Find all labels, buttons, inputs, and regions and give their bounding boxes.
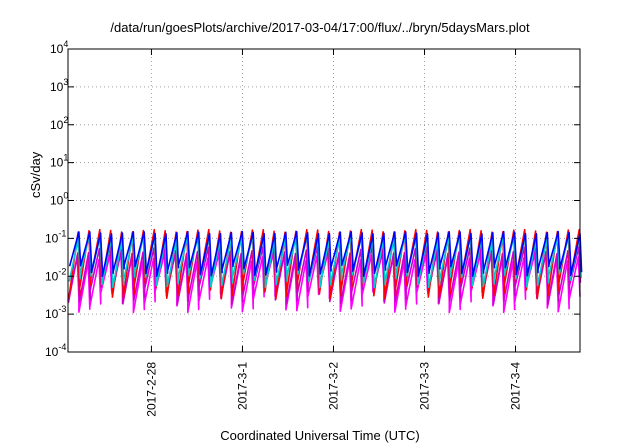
y-tick-exponent: -2 — [58, 266, 66, 276]
plot-frame — [67, 48, 581, 353]
x-axis-label: Coordinated Universal Time (UTC) — [220, 428, 420, 443]
y-tick-label: 104 — [50, 39, 68, 56]
y-tick-label: 10-4 — [45, 342, 66, 359]
series-line — [68, 230, 583, 277]
y-tick-exponent: -1 — [58, 228, 66, 238]
x-tick-label: 2017-3-2 — [326, 362, 340, 410]
x-tick-label: 2017-3-3 — [418, 362, 432, 410]
x-tick-label: 2017-3-1 — [235, 362, 249, 410]
series-lines — [67, 228, 583, 314]
y-tick-label: 102 — [50, 115, 68, 132]
y-tick-label: 100 — [50, 191, 68, 208]
y-tick-exponent: 1 — [63, 153, 68, 163]
y-tick-exponent: 3 — [63, 77, 68, 87]
y-tick-label: 101 — [50, 153, 68, 170]
y-tick-exponent: 2 — [63, 115, 68, 125]
y-tick-label: 10-2 — [45, 266, 66, 283]
axes: 10-410-310-210-11001011021031042017-2-28… — [45, 39, 581, 417]
y-tick-label: 10-3 — [45, 304, 66, 321]
y-tick-exponent: -3 — [58, 304, 66, 314]
x-tick-label: 2017-2-28 — [144, 362, 158, 417]
y-tick-exponent: 0 — [63, 191, 68, 201]
y-tick-label: 10-1 — [45, 228, 66, 245]
x-tick-label: 2017-3-4 — [509, 362, 523, 410]
chart-title: /data/run/goesPlots/archive/2017-03-04/1… — [110, 20, 530, 35]
y-tick-exponent: 4 — [63, 39, 68, 49]
y-tick-label: 103 — [50, 77, 68, 94]
y-tick-exponent: -4 — [58, 342, 66, 352]
